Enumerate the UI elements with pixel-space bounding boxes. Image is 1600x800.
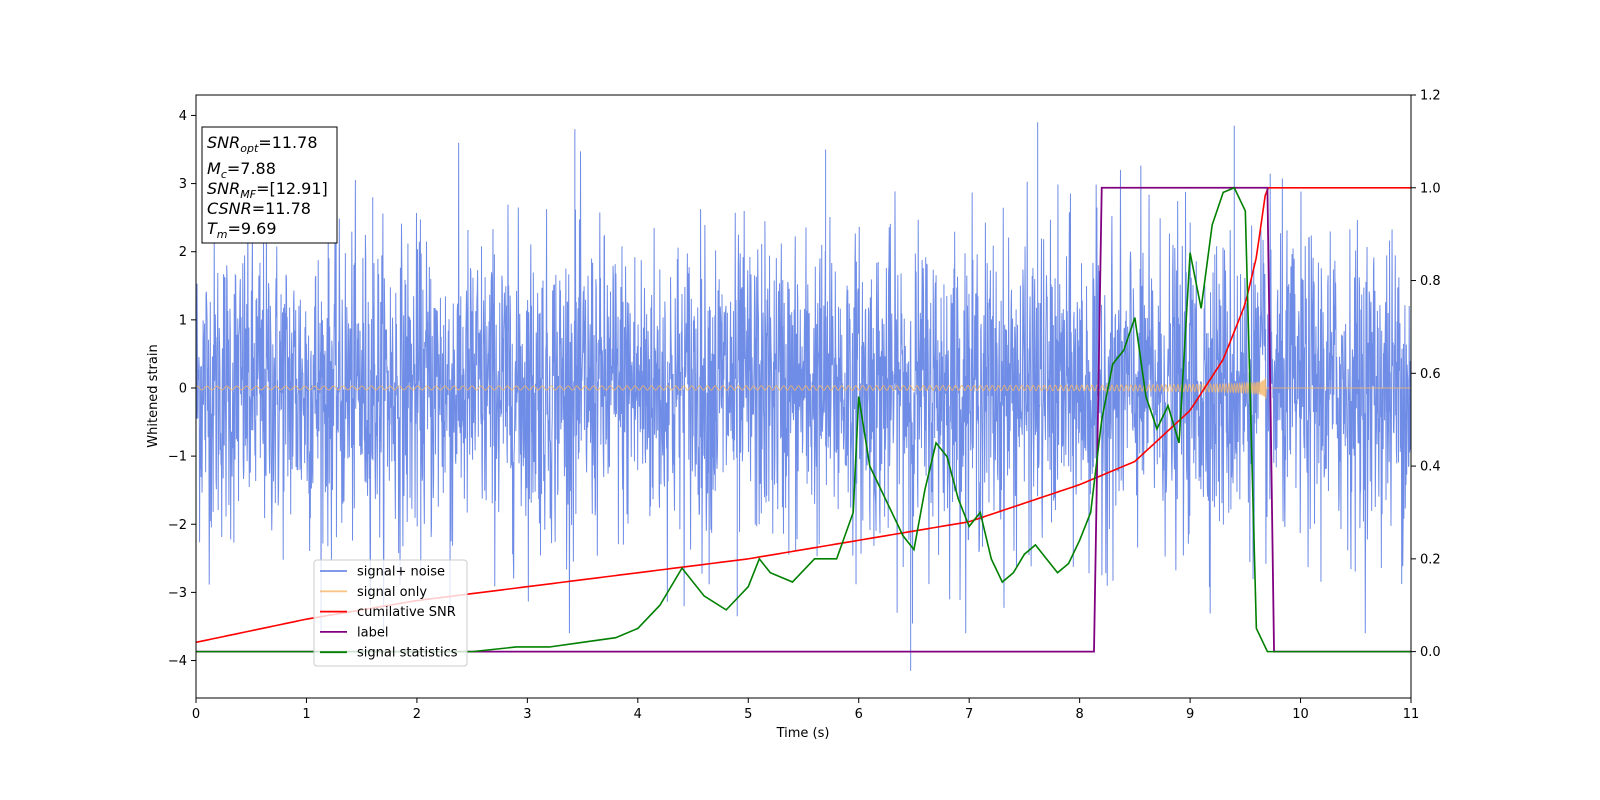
- info-line: Mc=7.88: [207, 159, 276, 181]
- x-tick-label: 6: [855, 707, 863, 722]
- x-tick-label: 2: [413, 707, 421, 722]
- y-right-tick-label: 0.6: [1420, 367, 1441, 382]
- info-line: CSNR=11.78: [207, 199, 311, 218]
- info-line-subscript: opt: [240, 142, 259, 155]
- legend-items: signal+ noise signal only cumilative SNR la…: [320, 565, 458, 661]
- y-right-tick-label: 0.8: [1420, 274, 1441, 289]
- x-tick-label: 4: [634, 707, 642, 722]
- info-line-subscript: c: [221, 168, 227, 181]
- info-line-value: =11.78: [252, 199, 311, 218]
- series-signal-only: [196, 377, 1411, 399]
- info-line-subscript: MF: [240, 188, 256, 201]
- x-tick-label: 0: [192, 707, 200, 722]
- y-left-tick-label: 3: [179, 177, 187, 192]
- info-line-symbol: M: [207, 159, 221, 178]
- legend-frame: [313, 559, 468, 667]
- x-tick-label: 1: [302, 707, 310, 722]
- y-left-tick-label: −2: [168, 518, 187, 533]
- plot-frame: [195, 94, 1412, 699]
- info-box-lines: SNRopt=11.78Mc=7.88SNRMF=[12.91]CSNR=11.…: [207, 133, 328, 241]
- info-line: Tm=9.69: [207, 219, 277, 241]
- y-right-tick-label: 1.2: [1420, 89, 1441, 104]
- x-tick-label: 10: [1292, 707, 1309, 722]
- x-tick-label: 9: [1186, 707, 1194, 722]
- info-line-symbol: T: [207, 219, 218, 238]
- info-line-symbol: SNR: [207, 179, 240, 198]
- y-axis-left: 4 3 2 1 0 −1 −2 −3 −4: [168, 109, 196, 669]
- y-left-tick-label: 1: [179, 313, 187, 328]
- x-tick-label: 3: [523, 707, 531, 722]
- legend-label: cumilative SNR: [357, 605, 456, 620]
- y-left-tick-label: −4: [168, 654, 187, 669]
- info-line-value: =9.69: [228, 219, 277, 238]
- x-axis-title: Time (s): [776, 726, 830, 741]
- info-line-value: =7.88: [227, 159, 276, 178]
- info-line-symbol: SNR: [207, 133, 240, 152]
- info-box: SNRopt=11.78Mc=7.88SNRMF=[12.91]CSNR=11.…: [201, 126, 338, 244]
- plot-series: [196, 122, 1411, 671]
- info-line-value: =11.78: [258, 133, 317, 152]
- info-line: SNRopt=11.78: [207, 133, 318, 155]
- y-axis-right: 1.2 1.0 0.8 0.6 0.4 0.2 0.0: [1411, 89, 1441, 660]
- y-left-tick-label: −1: [168, 450, 187, 465]
- legend-label: signal+ noise: [357, 565, 445, 580]
- info-box-frame: [201, 126, 338, 244]
- y-right-tick-label: 1.0: [1420, 181, 1441, 196]
- y-right-tick-label: 0.4: [1420, 460, 1441, 475]
- series-signal-noise: [196, 122, 1411, 671]
- info-line-value: =[12.91]: [256, 179, 328, 198]
- x-tick-label: 11: [1403, 707, 1420, 722]
- y-left-tick-label: 4: [179, 109, 187, 124]
- x-tick-label: 5: [744, 707, 752, 722]
- x-tick-label: 7: [965, 707, 973, 722]
- y-left-tick-label: 2: [179, 245, 187, 260]
- x-tick-label: 8: [1075, 707, 1083, 722]
- y-left-tick-label: −3: [168, 586, 187, 601]
- x-axis: 0 1 2 3 4 5 6 7 8 9 10 11: [192, 698, 1419, 722]
- info-line-symbol: CSNR: [207, 199, 252, 218]
- y-axis-title: Whitened strain: [146, 344, 161, 447]
- y-right-tick-label: 0.0: [1420, 645, 1441, 660]
- y-right-tick-label: 0.2: [1420, 552, 1441, 567]
- y-left-tick-label: 0: [179, 381, 187, 396]
- legend-label: label: [357, 625, 388, 640]
- legend-label: signal statistics: [357, 646, 458, 661]
- legend-label: signal only: [357, 585, 427, 600]
- info-line: SNRMF=[12.91]: [207, 179, 328, 201]
- legend: signal+ noise signal only cumilative SNR la…: [313, 559, 468, 667]
- info-line-subscript: m: [217, 228, 228, 241]
- series-signal-statistics: [196, 186, 1411, 653]
